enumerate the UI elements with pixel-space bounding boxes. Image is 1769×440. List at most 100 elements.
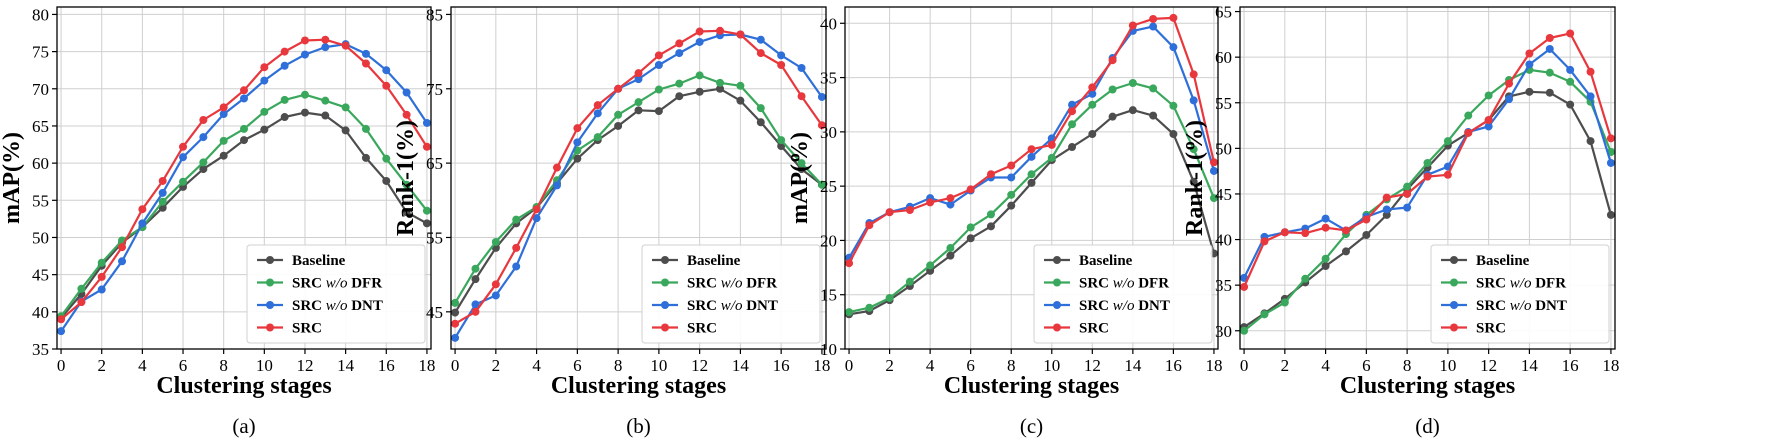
data-point [946,194,955,203]
legend-box [1430,244,1610,344]
legend-label: SRC w/o DFR [1476,276,1566,292]
x-tick-label: 4 [138,356,147,375]
data-point [118,243,127,252]
legend: Baseline SRC w/o DFR SRC w/o DNT SRC [641,244,821,344]
data-point [219,136,228,145]
legend-label: Baseline [1079,253,1133,269]
data-point [1280,298,1289,307]
data-point [77,284,86,293]
data-point [756,35,765,44]
data-point [1240,326,1249,335]
data-point [321,111,330,120]
data-point [199,133,208,142]
data-point [1189,145,1198,154]
data-point [966,234,975,243]
data-point [402,110,411,119]
data-point [491,291,500,300]
data-point [260,76,269,85]
data-point [1209,166,1218,175]
data-point [1149,111,1158,120]
data-point [946,244,955,253]
data-point [573,154,582,163]
data-point [1007,173,1016,182]
data-point [1007,161,1016,170]
data-point [1341,247,1350,256]
data-point [382,81,391,90]
panel-label: (d) [1415,414,1440,438]
data-point [361,124,370,133]
legend-label: SRC w/o DNT [1079,298,1170,314]
x-tick-label: 14 [1124,356,1142,375]
y-tick-label: 25 [820,177,837,196]
data-point [158,197,167,206]
data-point [1280,228,1289,237]
data-point [552,163,561,172]
legend-label: SRC w/o DNT [687,298,778,314]
y-tick-label: 35 [1215,276,1232,295]
data-point [532,214,541,223]
data-point [1525,49,1534,58]
data-point [675,92,684,101]
x-axis-label: Clustering stages [944,373,1119,399]
data-point [905,277,914,286]
panel-label: (c) [1020,414,1043,438]
data-point [986,222,995,231]
legend-label: SRC [1476,321,1506,337]
data-point [199,116,208,125]
data-point [382,176,391,185]
data-point [260,63,269,72]
data-point [219,103,228,112]
legend-marker [1450,278,1458,287]
data-point [1128,21,1137,30]
data-point [634,75,643,84]
data-point [926,261,935,270]
data-point [1403,182,1412,191]
legend-label: SRC w/o DFR [687,276,777,292]
data-point [57,315,66,324]
legend-label: Baseline [1476,253,1530,269]
x-tick-label: 4 [1321,356,1330,375]
data-point [817,92,826,101]
legend: Baseline SRC w/o DFR SRC w/o DNT SRC [1430,244,1610,344]
legend-marker [266,301,274,309]
data-point [756,118,765,127]
data-point [532,205,541,214]
data-point [158,188,167,197]
y-tick-label: 65 [32,117,49,136]
data-point [1128,79,1137,87]
x-tick-label: 18 [418,356,435,375]
y-tick-label: 15 [820,286,837,305]
data-point [817,121,826,130]
x-tick-label: 14 [1521,356,1539,375]
x-tick-label: 14 [732,356,750,375]
data-point [451,308,460,317]
x-tick-label: 4 [532,356,541,375]
data-point [1260,310,1269,319]
x-tick-label: 6 [1362,356,1371,375]
x-tick-label: 18 [1602,356,1619,375]
y-axis-label: mAP(%) [787,132,813,224]
data-point [865,221,874,230]
data-point [1068,107,1077,116]
data-point [1128,106,1137,115]
data-point [654,85,663,94]
plot-frame [844,6,1219,350]
x-tick-label: 10 [256,356,273,375]
data-point [260,125,269,134]
data-point [614,121,623,130]
data-point [946,200,955,209]
data-point [634,69,643,78]
data-point [1443,170,1452,179]
y-tick-label: 35 [32,340,49,359]
data-point [138,205,147,214]
data-point [512,215,521,224]
x-tick-label: 0 [57,356,66,375]
data-point [905,206,914,215]
chart-panel-2: 0 2 4 6 8 10 12 14 16 18 45 55 65 75 85 Clustering stag… [393,5,830,438]
data-point [797,165,806,174]
legend-label: Baseline [292,253,346,269]
y-tick-label: 65 [426,154,443,173]
y-tick-label: 75 [426,80,443,99]
legend-marker [661,256,669,264]
legend-box [1033,244,1213,344]
